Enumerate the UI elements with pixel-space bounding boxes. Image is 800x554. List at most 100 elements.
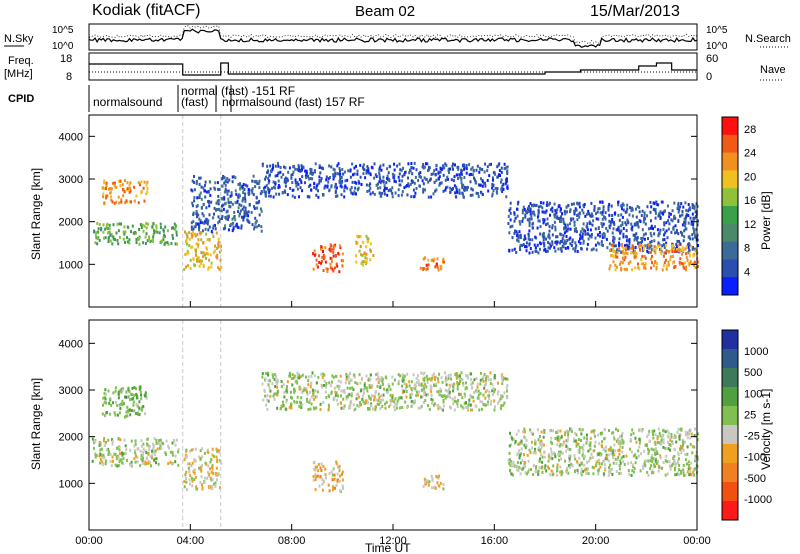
echo-cell — [106, 448, 108, 452]
echo-cell — [547, 455, 550, 459]
echo-cell — [477, 195, 480, 199]
echo-cell — [678, 208, 681, 212]
echo-cell — [220, 244, 222, 248]
echo-cell — [460, 181, 463, 185]
echo-cell — [684, 433, 687, 437]
echo-cell — [102, 223, 105, 227]
echo-cell — [677, 459, 680, 463]
echo-cell — [513, 219, 516, 223]
echo-cell — [200, 483, 203, 487]
echo-cell — [113, 411, 116, 415]
echo-cell — [293, 400, 296, 403]
echo-cell — [527, 470, 530, 474]
echo-cell — [328, 164, 331, 168]
echo-cell — [509, 225, 512, 229]
echo-cell — [542, 435, 545, 439]
echo-cell — [643, 218, 645, 222]
echo-cell — [282, 383, 285, 387]
echo-cell — [158, 231, 161, 235]
echo-cell — [493, 399, 496, 403]
echo-cell — [134, 439, 137, 443]
echo-cell — [386, 167, 389, 171]
echo-cell — [664, 430, 667, 434]
echo-cell — [334, 390, 337, 394]
echo-cell — [352, 173, 354, 177]
echo-cell — [571, 464, 574, 468]
echo-cell — [686, 445, 689, 449]
echo-cell — [204, 227, 207, 231]
echo-cell — [583, 203, 586, 206]
echo-cell — [267, 379, 270, 382]
echo-cell — [586, 225, 589, 229]
echo-cell — [133, 444, 136, 448]
echo-cell — [141, 450, 144, 454]
echo-cell — [324, 467, 327, 471]
echo-cell — [418, 172, 421, 176]
echo-cell — [543, 451, 546, 455]
echo-cell — [118, 222, 121, 226]
echo-cell — [558, 450, 560, 454]
echo-cell — [141, 407, 143, 411]
echo-cell — [295, 184, 298, 188]
echo-cell — [640, 258, 643, 261]
echo-cell — [322, 464, 325, 468]
echo-cell — [551, 242, 554, 246]
echo-cell — [505, 180, 508, 184]
echo-cell — [118, 448, 121, 452]
echo-cell — [626, 203, 629, 207]
echo-cell — [134, 443, 137, 446]
echo-cell — [334, 194, 337, 198]
echo-cell — [420, 382, 423, 386]
echo-cell — [555, 242, 558, 246]
echo-cell — [251, 189, 254, 193]
echo-cell — [591, 214, 594, 218]
echo-cell — [203, 481, 206, 484]
echo-cell — [246, 218, 249, 222]
echo-cell — [332, 254, 335, 258]
echo-cell — [542, 232, 545, 235]
echo-cell — [333, 244, 336, 248]
echo-cell — [618, 452, 621, 456]
echo-cell — [278, 192, 281, 196]
echo-cell — [682, 471, 685, 475]
echo-cell — [215, 478, 218, 482]
echo-cell — [682, 205, 685, 209]
echo-cell — [348, 404, 351, 408]
echo-cell — [484, 181, 487, 185]
echo-cell — [213, 206, 216, 210]
echo-cell — [606, 457, 609, 461]
echo-cell — [500, 166, 503, 170]
echo-cell — [400, 396, 403, 400]
echo-cell — [621, 221, 624, 225]
echo-cell — [273, 378, 276, 381]
echo-cell — [680, 451, 683, 455]
echo-cell — [673, 250, 676, 253]
colorbar-tick-label: 500 — [744, 367, 762, 379]
echo-cell — [621, 223, 624, 227]
echo-cell — [537, 208, 540, 212]
echo-cell — [109, 397, 112, 401]
echo-cell — [575, 244, 578, 248]
echo-cell — [334, 393, 337, 397]
echo-cell — [248, 188, 251, 192]
echo-cell — [653, 232, 656, 236]
echo-cell — [536, 243, 539, 247]
echo-cell — [493, 408, 496, 412]
echo-cell — [355, 164, 357, 168]
echo-cell — [366, 407, 369, 410]
echo-cell — [237, 183, 240, 186]
echo-cell — [130, 230, 132, 234]
echo-cell — [631, 428, 634, 432]
echo-cell — [351, 180, 354, 184]
echo-cell — [655, 200, 658, 204]
echo-cell — [538, 441, 541, 445]
echo-cell — [330, 249, 333, 253]
echo-cell — [175, 230, 178, 234]
echo-cell — [153, 458, 156, 462]
echo-cell — [332, 167, 335, 171]
echo-cell — [171, 453, 174, 457]
echo-cell — [405, 383, 408, 387]
echo-cell — [491, 194, 494, 198]
